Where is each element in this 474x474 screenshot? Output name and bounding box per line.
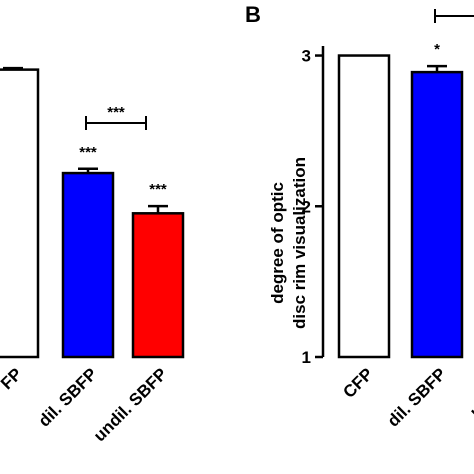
bar-2 xyxy=(61,171,115,359)
category-label: undil. SBFP xyxy=(90,364,171,445)
bar-3 xyxy=(131,212,185,359)
significance-label: *** xyxy=(149,181,167,198)
category-label: dil. SBFP xyxy=(35,364,101,430)
panel-b-y-axis-label: degree of optic disc rim visualization xyxy=(268,157,309,329)
category-label: dil. SBFP xyxy=(384,364,450,430)
significance-label: * xyxy=(434,41,440,58)
y-tick-label: 1 xyxy=(302,348,311,367)
y-axis-label-line: degree of optic xyxy=(268,182,287,304)
significance-label: *** xyxy=(79,144,97,161)
category-label: CFP xyxy=(339,364,376,401)
category-label: undil. S xyxy=(466,364,474,421)
y-tick-label: 2 xyxy=(302,197,311,216)
bar-1 xyxy=(337,54,391,359)
bracket-label: *** xyxy=(107,104,125,121)
bar-2 xyxy=(410,70,464,359)
bar-1 xyxy=(0,68,40,359)
panel-b-label: B xyxy=(245,2,261,27)
y-axis-label-line: disc rim visualization xyxy=(290,157,309,329)
category-label: FP xyxy=(0,364,26,393)
panel-a-chart: FP *** dil. SBFP *** undil. SBFP *** xyxy=(0,66,185,445)
y-tick-label: 3 xyxy=(302,47,311,66)
